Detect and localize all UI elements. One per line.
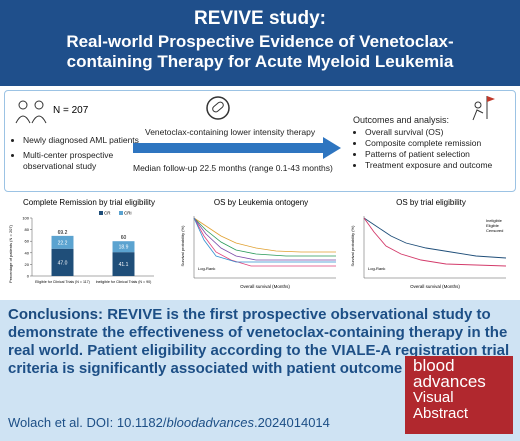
arrow	[133, 137, 341, 159]
followup: Median follow-up 22.5 months (range 0.1-…	[133, 163, 333, 173]
x-axis-label: Overall survival (Months)	[410, 284, 460, 289]
logo: blood advances Visual Abstract	[405, 356, 513, 434]
population-item: Multi-center prospective observational s…	[23, 150, 143, 172]
data-label: 41.1	[119, 262, 129, 268]
y-tick-label: 0	[27, 274, 30, 279]
logo-text: Abstract	[413, 405, 469, 422]
logo-text: advances	[413, 372, 486, 391]
pill-icon	[206, 96, 230, 120]
chart-title: OS by Leukemia ontogeny	[214, 198, 308, 207]
subtitle: Real-world Prospective Evidence of Venet…	[66, 32, 454, 71]
legend-entry: CRi	[124, 211, 132, 216]
data-label: 18.9	[119, 245, 129, 251]
km-chart: OS by Leukemia ontogeny Survival probabi…	[180, 198, 336, 289]
outcome-item: Overall survival (OS)	[365, 127, 520, 138]
design-panel: N = 207 Newly diagnosed AML patients Mul…	[4, 90, 516, 192]
header: REVIVE study: Real-world Prospective Evi…	[0, 0, 520, 86]
outcome-item: Patterns of patient selection	[365, 149, 520, 160]
bar-segment	[112, 241, 135, 253]
data-label: 47.0	[58, 260, 68, 266]
km-chart: OS by trial eligibility Survival probabi…	[350, 198, 507, 289]
y-tick-label: 100	[22, 216, 29, 221]
bar-segment	[51, 248, 74, 276]
logo-text: blood	[413, 356, 455, 375]
y-tick-label: 80	[25, 227, 30, 232]
citation-journal: bloodadvances	[166, 415, 254, 430]
y-tick-label: 20	[25, 262, 30, 267]
population-item: Newly diagnosed AML patients	[23, 135, 143, 146]
note: Log-Rank	[368, 266, 385, 271]
people-icon	[15, 100, 47, 124]
y-tick-label: 60	[25, 239, 30, 244]
citation-id: .2024014014	[253, 415, 330, 430]
note: Log-Rank	[198, 266, 215, 271]
y-tick-label: 40	[25, 250, 30, 255]
legend-entry: Ineligible	[486, 218, 503, 223]
conclusions-label: Conclusions:	[8, 306, 104, 323]
bar-chart: Complete Remission by trial eligibility …	[8, 198, 155, 284]
legend-entry: Censored	[486, 228, 503, 233]
outcomes-title: Outcomes and analysis:	[353, 115, 450, 125]
y-axis-label: Percentage of patients (N = 207)	[8, 224, 13, 283]
x-tick-label: Ineligible for Clinical Trials (N = 90)	[96, 280, 152, 284]
therapy: Venetoclax-containing lower intensity th…	[145, 127, 316, 137]
x-tick-label: Eligible for Clinical Trials (N = 117)	[35, 280, 90, 284]
sample-size: N = 207	[53, 105, 89, 116]
legend-swatch	[119, 211, 123, 215]
citation-authors: Wolach et al. DOI: 10.1182/	[8, 415, 167, 430]
legend-entry: Eligible	[486, 223, 500, 228]
total-label: 69.2	[58, 230, 68, 236]
total-label: 60	[121, 235, 127, 241]
conclusions-text: REVIVE is the first prospective observat…	[8, 306, 510, 377]
legend-swatch	[99, 211, 103, 215]
outcome-item: Composite complete remission	[365, 138, 520, 149]
y-axis-label: Survival probability (%)	[180, 225, 185, 267]
data-label: 22.2	[58, 240, 68, 246]
y-axis-label: Survival probability (%)	[350, 225, 355, 267]
citation: Wolach et al. DOI: 10.1182/bloodadvances…	[8, 415, 330, 430]
chart-title: OS by trial eligibility	[396, 198, 466, 207]
logo-text: Visual	[413, 389, 454, 406]
bar-segment	[51, 235, 74, 249]
bar-segment	[112, 252, 135, 276]
x-axis-label: Overall survival (Months)	[240, 284, 290, 289]
outcome-item: Treatment exposure and outcome	[365, 160, 520, 171]
legend-entry: CR	[104, 211, 111, 216]
chart-title: Complete Remission by trial eligibility	[23, 198, 155, 207]
title: REVIVE study:	[194, 8, 326, 29]
flag-icon	[472, 96, 495, 121]
